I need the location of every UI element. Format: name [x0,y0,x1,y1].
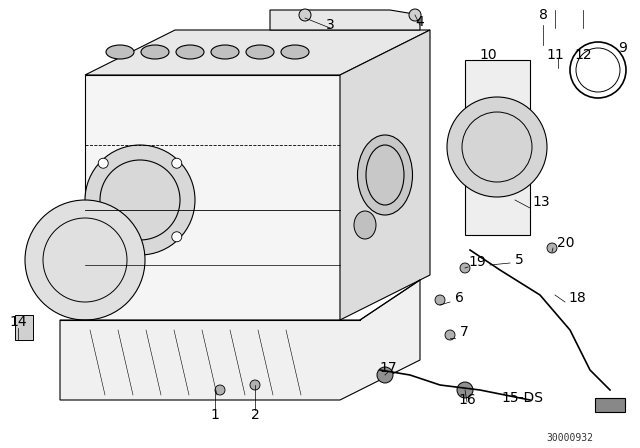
Circle shape [409,9,421,21]
Text: 19: 19 [468,255,486,269]
Polygon shape [85,30,430,75]
Polygon shape [60,280,420,400]
Circle shape [98,158,108,168]
Text: 10: 10 [479,48,497,62]
Circle shape [172,232,182,242]
Ellipse shape [106,45,134,59]
Ellipse shape [281,45,309,59]
Circle shape [377,367,393,383]
Text: 12: 12 [574,48,592,62]
Text: 9: 9 [618,41,627,55]
Circle shape [445,330,455,340]
Polygon shape [340,30,430,320]
Bar [15,315,33,340]
Polygon shape [85,75,340,320]
Text: 3: 3 [326,18,334,32]
Ellipse shape [354,211,376,239]
Circle shape [460,263,470,273]
Polygon shape [465,60,530,235]
Text: 7: 7 [460,325,468,339]
Text: 18: 18 [568,291,586,305]
Circle shape [457,382,473,398]
Text: 5: 5 [515,253,524,267]
Text: 11: 11 [546,48,564,62]
Text: 17: 17 [379,361,397,375]
Circle shape [250,380,260,390]
Text: 16: 16 [458,393,476,407]
Text: 2: 2 [251,408,259,422]
Text: 20: 20 [557,236,575,250]
Text: 1: 1 [211,408,220,422]
Text: 30000932: 30000932 [547,433,593,443]
Ellipse shape [176,45,204,59]
Text: 8: 8 [539,8,547,22]
Circle shape [25,200,145,320]
Text: 6: 6 [455,291,464,305]
Polygon shape [270,10,420,30]
Ellipse shape [358,135,413,215]
Circle shape [435,295,445,305]
Text: 14: 14 [9,315,27,329]
Ellipse shape [211,45,239,59]
Circle shape [299,9,311,21]
Text: 15-DS: 15-DS [501,391,543,405]
Polygon shape [595,398,625,412]
Circle shape [98,232,108,242]
Circle shape [447,97,547,197]
Text: 13: 13 [532,195,550,209]
Text: 4: 4 [415,15,424,29]
Circle shape [172,158,182,168]
Ellipse shape [141,45,169,59]
Ellipse shape [246,45,274,59]
Circle shape [215,385,225,395]
Circle shape [85,145,195,255]
Circle shape [547,243,557,253]
